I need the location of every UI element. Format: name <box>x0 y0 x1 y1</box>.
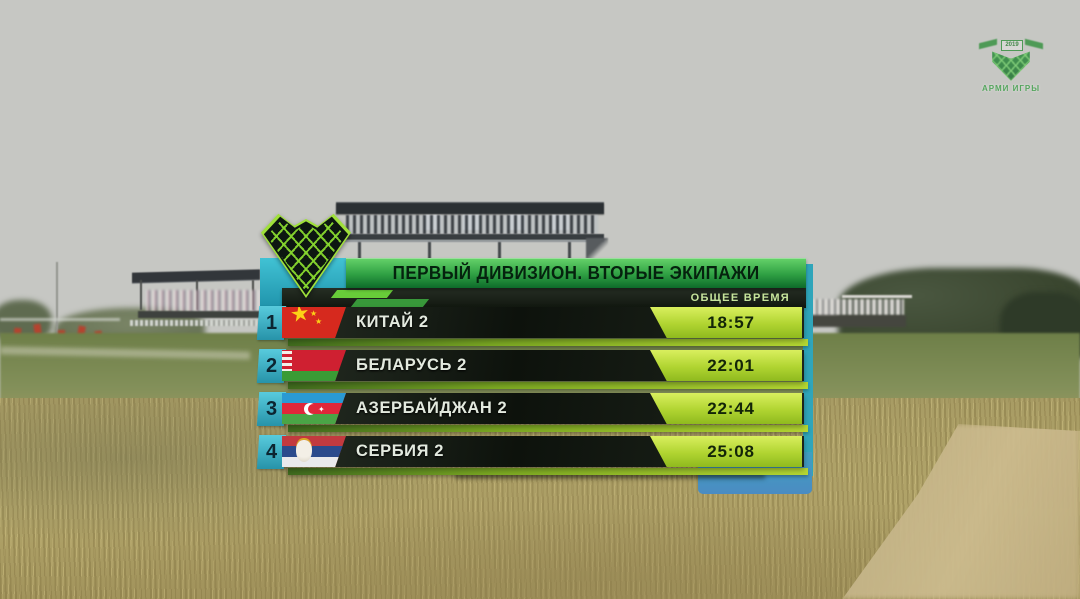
flag-white-stripe <box>282 457 346 467</box>
grandstand-left-crowd <box>146 290 260 312</box>
flag-china-icon: ★ ★ ★ <box>282 307 346 338</box>
flag-ornament <box>282 350 292 381</box>
rank-number: 4 <box>265 440 278 463</box>
time-value: 18:57 <box>707 312 755 332</box>
rank-number: 3 <box>265 397 278 420</box>
games-emblem-icon <box>260 212 352 298</box>
leaderboard-header: ПЕРВЫЙ ДИВИЗИОН. ВТОРЫЕ ЭКИПАЖИ <box>346 258 806 288</box>
rank-badge: 4 <box>256 435 287 469</box>
flag-azerbaijan-icon: ✦ <box>282 393 346 424</box>
team-name: СЕРБИЯ 2 <box>356 442 445 460</box>
flag-star: ★ <box>315 317 323 326</box>
logo-year: 2019 <box>1001 40 1023 51</box>
flag-crescent-cut <box>308 404 318 414</box>
team-name: БЕЛАРУСЬ 2 <box>356 356 467 374</box>
flag-serbia-icon <box>282 436 346 467</box>
leaderboard: ПЕРВЫЙ ДИВИЗИОН. ВТОРЫЕ ЭКИПАЖИ ОБЩЕЕ ВР… <box>256 212 814 496</box>
leaderboard-subheader: ОБЩЕЕ ВРЕМЯ <box>282 288 806 308</box>
pavilion-deck-rail <box>336 240 604 242</box>
flag-belarus-icon <box>282 350 346 381</box>
flag-coat-of-arms <box>296 440 312 462</box>
flagpole <box>56 262 58 344</box>
rank-badge: 2 <box>256 349 287 383</box>
time-value: 22:01 <box>707 355 755 375</box>
rank-number: 1 <box>265 311 278 334</box>
pavilion-leg <box>498 242 501 264</box>
leaderboard-row: 1 ★ ★ ★ КИТАЙ 2 18:57 <box>256 306 804 340</box>
total-time-column-header: ОБЩЕЕ ВРЕМЯ <box>690 292 790 304</box>
flag-star: ✦ <box>318 405 325 414</box>
time-value: 22:44 <box>707 398 755 418</box>
grandstand-left-base <box>138 311 262 318</box>
pavilion-leg <box>358 242 361 264</box>
pavilion-leg <box>568 242 571 264</box>
leaderboard-title: ПЕРВЫЙ ДИВИЗИОН. ВТОРЫЕ ЭКИПАЖИ <box>392 262 760 283</box>
subheader-stripe-dark-icon <box>350 299 430 307</box>
pavilion-roof <box>336 203 604 214</box>
team-name: АЗЕРБАЙДЖАН 2 <box>356 399 508 417</box>
row-divider <box>288 339 808 346</box>
pavilion-stairs <box>586 238 608 264</box>
grandstand-right-base <box>804 315 906 327</box>
team-name: КИТАЙ 2 <box>356 313 429 331</box>
flag-blue-stripe <box>282 446 346 457</box>
time-value: 25:08 <box>707 441 755 461</box>
logo-shield-icon <box>992 51 1030 81</box>
leaderboard-shadow <box>455 472 765 479</box>
fence-left <box>0 318 120 321</box>
logo-wings-icon: 2019 <box>979 38 1043 51</box>
leaderboard-row: 3 ✦ АЗЕРБАЙДЖАН 2 22:44 <box>256 392 804 426</box>
rank-number: 2 <box>265 354 278 377</box>
leaderboard-row: 2 БЕЛАРУСЬ 2 22:01 <box>256 349 804 383</box>
rank-badge: 1 <box>256 306 287 340</box>
row-divider <box>288 425 808 432</box>
row-divider <box>288 468 808 475</box>
leaderboard-right-accent <box>803 264 813 476</box>
time-chip: 25:08 <box>650 436 802 467</box>
flag-green-stripe <box>282 414 346 424</box>
army-games-logo: 2019 АРМИ ИГРЫ <box>972 36 1050 100</box>
pavilion-crowd <box>346 215 598 234</box>
grandstand-right-crowd <box>806 299 904 316</box>
flag-star: ★ <box>310 309 318 318</box>
row-divider <box>288 382 808 389</box>
flag-blue-stripe <box>282 393 346 403</box>
logo-wing-left-icon <box>979 38 997 50</box>
flag-green-stripe <box>282 371 346 381</box>
leaderboard-row: 4 СЕРБИЯ 2 25:08 <box>256 435 804 469</box>
rank-badge: 3 <box>256 392 287 426</box>
time-chip: 22:44 <box>650 393 802 424</box>
logo-title: АРМИ ИГРЫ <box>981 84 1041 93</box>
grandstand-left-post <box>140 280 142 310</box>
pavilion-deck <box>336 234 604 240</box>
flag-star: ★ <box>288 307 312 328</box>
grandstand-right-rail <box>842 295 912 298</box>
time-chip: 18:57 <box>650 307 802 338</box>
pavilion-leg <box>428 242 431 264</box>
time-chip: 22:01 <box>650 350 802 381</box>
grandstand-left-fence <box>130 320 262 326</box>
logo-wing-right-icon <box>1025 38 1043 50</box>
